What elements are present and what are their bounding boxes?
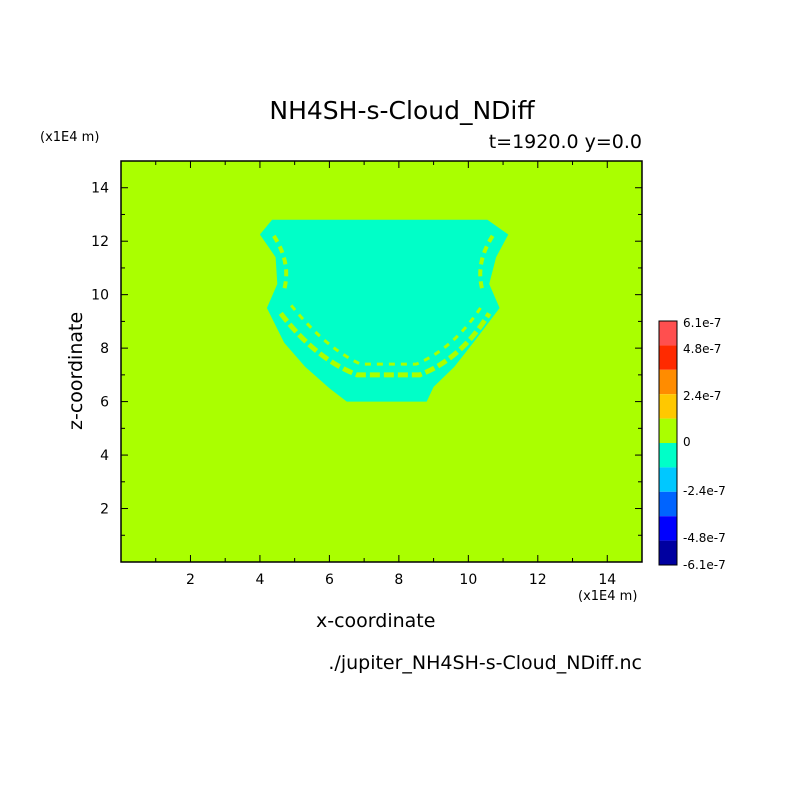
source-file-label: ./jupiter_NH4SH-s-Cloud_NDiff.nc [328, 652, 642, 674]
colorbar-swatch [659, 491, 677, 517]
y-tick-label: 4 [100, 448, 109, 464]
x-tick-label: 14 [598, 572, 616, 588]
chart-title: NH4SH-s-Cloud_NDiff [269, 96, 535, 125]
colorbar-swatch [659, 369, 677, 395]
x-tick-label: 12 [529, 572, 547, 588]
colorbar-swatch [659, 321, 677, 346]
x-tick-label: 6 [325, 572, 334, 588]
y-tick-label: 6 [100, 395, 109, 411]
colorbar-label: 2.4e-7 [683, 389, 721, 403]
y-tick-label: 14 [91, 181, 109, 197]
x-unit-label: (x1E4 m) [578, 589, 638, 604]
colorbar-swatch [659, 516, 677, 541]
x-tick-label: 2 [186, 572, 195, 588]
colorbar-label: 6.1e-7 [683, 316, 721, 330]
colorbar-swatch [659, 418, 677, 443]
colorbar-label: -2.4e-7 [683, 484, 726, 498]
colorbar-label: 4.8e-7 [683, 342, 721, 356]
colorbar-frame [658, 320, 678, 566]
colorbar-swatch [659, 443, 677, 468]
plot-frame [120, 160, 643, 563]
x-tick-label: 8 [394, 572, 403, 588]
colorbar-label: -4.8e-7 [683, 531, 726, 545]
anomaly-edge-right [478, 234, 495, 290]
anomaly-band-inner [278, 311, 492, 378]
y-tick-label: 2 [100, 502, 109, 518]
y-tick-label: 10 [91, 288, 109, 304]
colorbar-swatch [659, 540, 677, 565]
anomaly-band-outer [290, 304, 484, 366]
colorbar-label: 0 [683, 435, 691, 449]
x-tick-label: 4 [255, 572, 264, 588]
colorbar-swatch [659, 394, 677, 419]
anomaly-edge-left [272, 234, 289, 290]
chart-subtitle: t=1920.0 y=0.0 [488, 131, 642, 153]
y-tick-label: 12 [91, 234, 109, 250]
y-unit-label: (x1E4 m) [40, 130, 100, 145]
y-tick-label: 8 [100, 341, 109, 357]
x-axis-label: x-coordinate [316, 610, 436, 632]
colorbar-swatch [659, 345, 677, 370]
colorbar-swatch [659, 467, 677, 492]
x-tick-label: 10 [459, 572, 477, 588]
colorbar-label: -6.1e-7 [683, 558, 726, 572]
